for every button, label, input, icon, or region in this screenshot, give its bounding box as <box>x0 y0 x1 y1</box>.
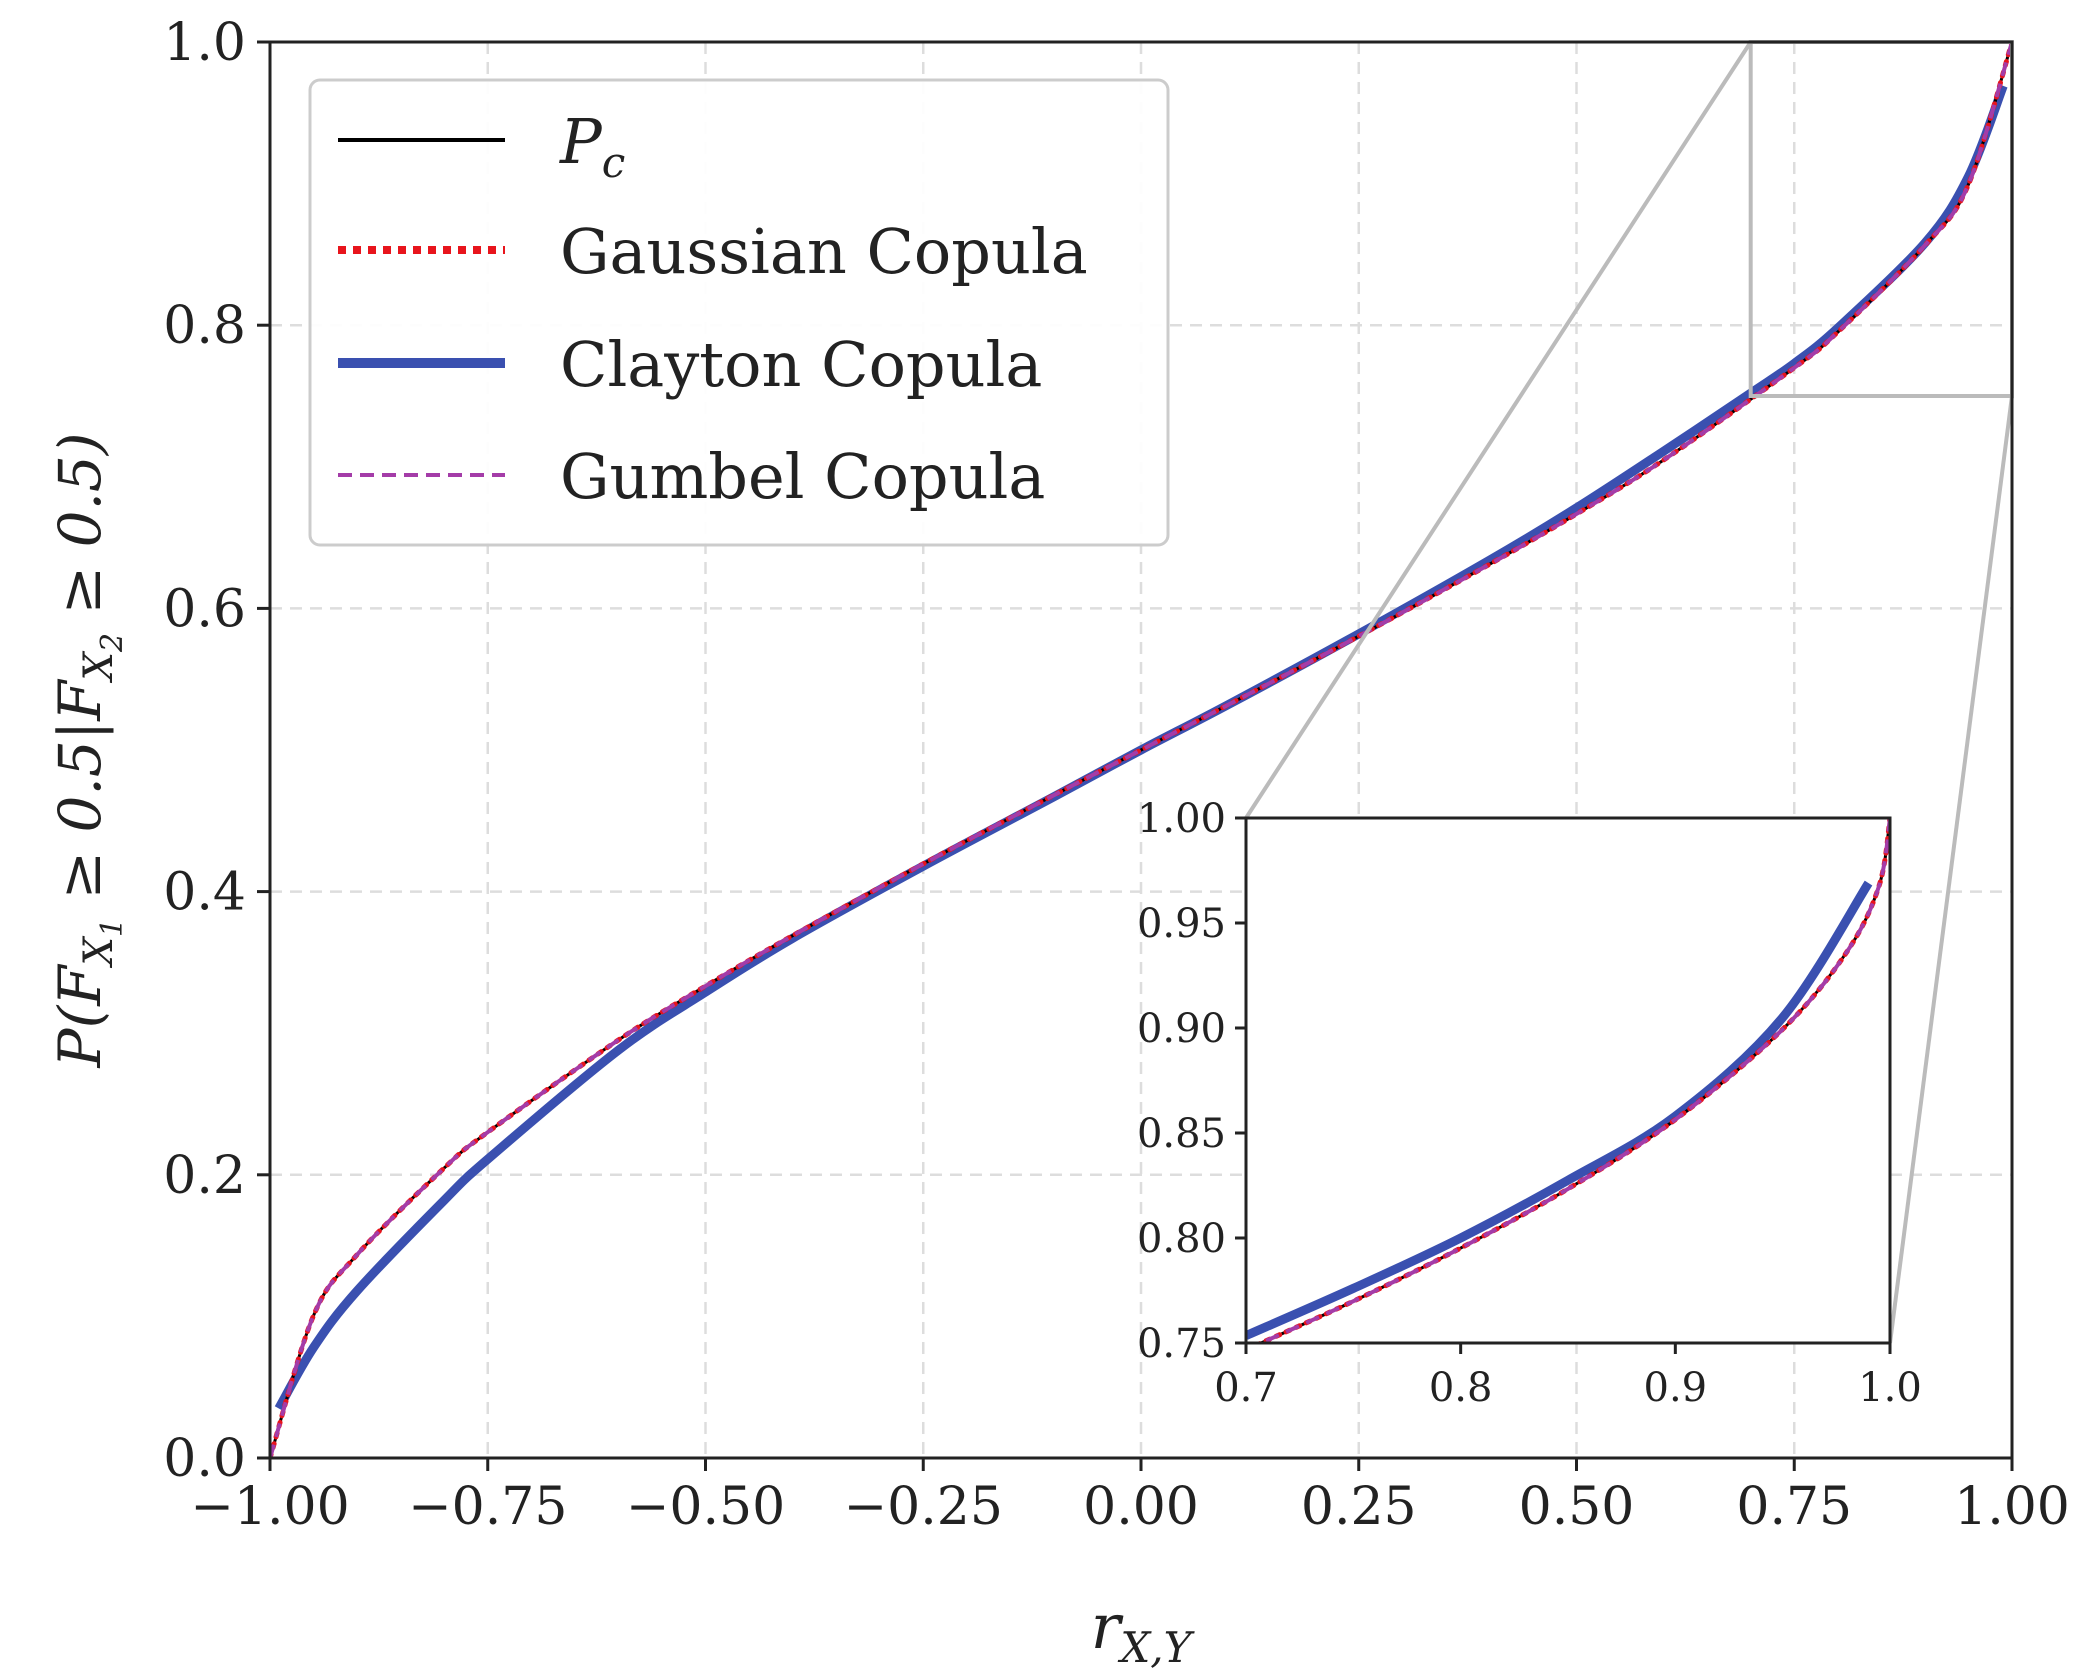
y-tick-label: 0.6 <box>163 579 246 639</box>
inset-x-tick-label: 0.9 <box>1644 1365 1708 1411</box>
inset-y-tick-label: 0.80 <box>1137 1216 1226 1262</box>
inset-y-tick-label: 0.90 <box>1137 1006 1226 1052</box>
inset-y-tick-label: 0.75 <box>1137 1321 1226 1367</box>
legend: Pc Gaussian Copula Clayton Copula Gumbel… <box>308 78 1170 547</box>
inset-y-tick-label: 1.00 <box>1137 796 1226 842</box>
legend-label-gumbel: Gumbel Copula <box>560 440 1045 513</box>
y-axis-title: P(FX1 ≥ 0.5|FX2 ≥ 0.5) <box>46 433 130 1069</box>
legend-label-gaussian: Gaussian Copula <box>560 215 1088 288</box>
x-tick-label: 0.00 <box>1083 1477 1199 1537</box>
inset-background <box>1246 818 1890 1343</box>
x-axis-title: rX,Y <box>1091 1590 1196 1672</box>
x-tick-label: −1.00 <box>190 1477 349 1537</box>
legend-label-pc: Pc <box>559 105 625 187</box>
inset-series-clayton-copula <box>1246 880 1873 1340</box>
inset-ticks: 0.7 0.8 0.9 1.0 0.75 0.80 0.85 0.90 0.95 1.00 <box>1137 796 1922 1411</box>
inset-x-tick-label: 0.8 <box>1429 1365 1493 1411</box>
x-tick-label: −0.75 <box>408 1477 567 1537</box>
inset-series <box>1246 818 1890 1343</box>
inset-frame <box>1244 816 1892 1345</box>
legend-label-clayton: Clayton Copula <box>560 328 1042 401</box>
inset-y-tick-label: 0.95 <box>1137 901 1226 947</box>
y-tick-label: 0.2 <box>163 1146 246 1206</box>
legend-box <box>308 78 1170 547</box>
main-series-gaussian-copula <box>270 42 2012 1458</box>
inset-series-gumbel-copula <box>1256 818 1890 1343</box>
inset-x-tick-label: 0.7 <box>1214 1365 1278 1411</box>
y-tick-label: 0.8 <box>163 296 246 356</box>
x-tick-label: 0.75 <box>1736 1477 1852 1537</box>
y-tick-label: 1.0 <box>163 13 246 73</box>
zoom-region-box <box>1748 40 2014 398</box>
y-tick-label: 0.4 <box>163 863 246 923</box>
x-tick-label: 1.00 <box>1954 1477 2070 1537</box>
main-ticks: −1.00 −0.75 −0.50 −0.25 0.00 0.25 0.50 0.75 1.00… <box>163 13 2070 1537</box>
zoom-connector-line <box>1244 40 1753 820</box>
zoom-connector-line <box>1888 395 2014 1344</box>
inset-y-tick-label: 0.85 <box>1137 1111 1226 1157</box>
x-tick-label: −0.50 <box>626 1477 785 1537</box>
main-series <box>270 42 2012 1458</box>
x-tick-label: −0.25 <box>844 1477 1003 1537</box>
x-tick-label: 0.25 <box>1301 1477 1417 1537</box>
y-tick-label: 0.0 <box>163 1429 246 1489</box>
x-tick-label: 0.50 <box>1519 1477 1635 1537</box>
inset-x-tick-label: 1.0 <box>1858 1365 1922 1411</box>
